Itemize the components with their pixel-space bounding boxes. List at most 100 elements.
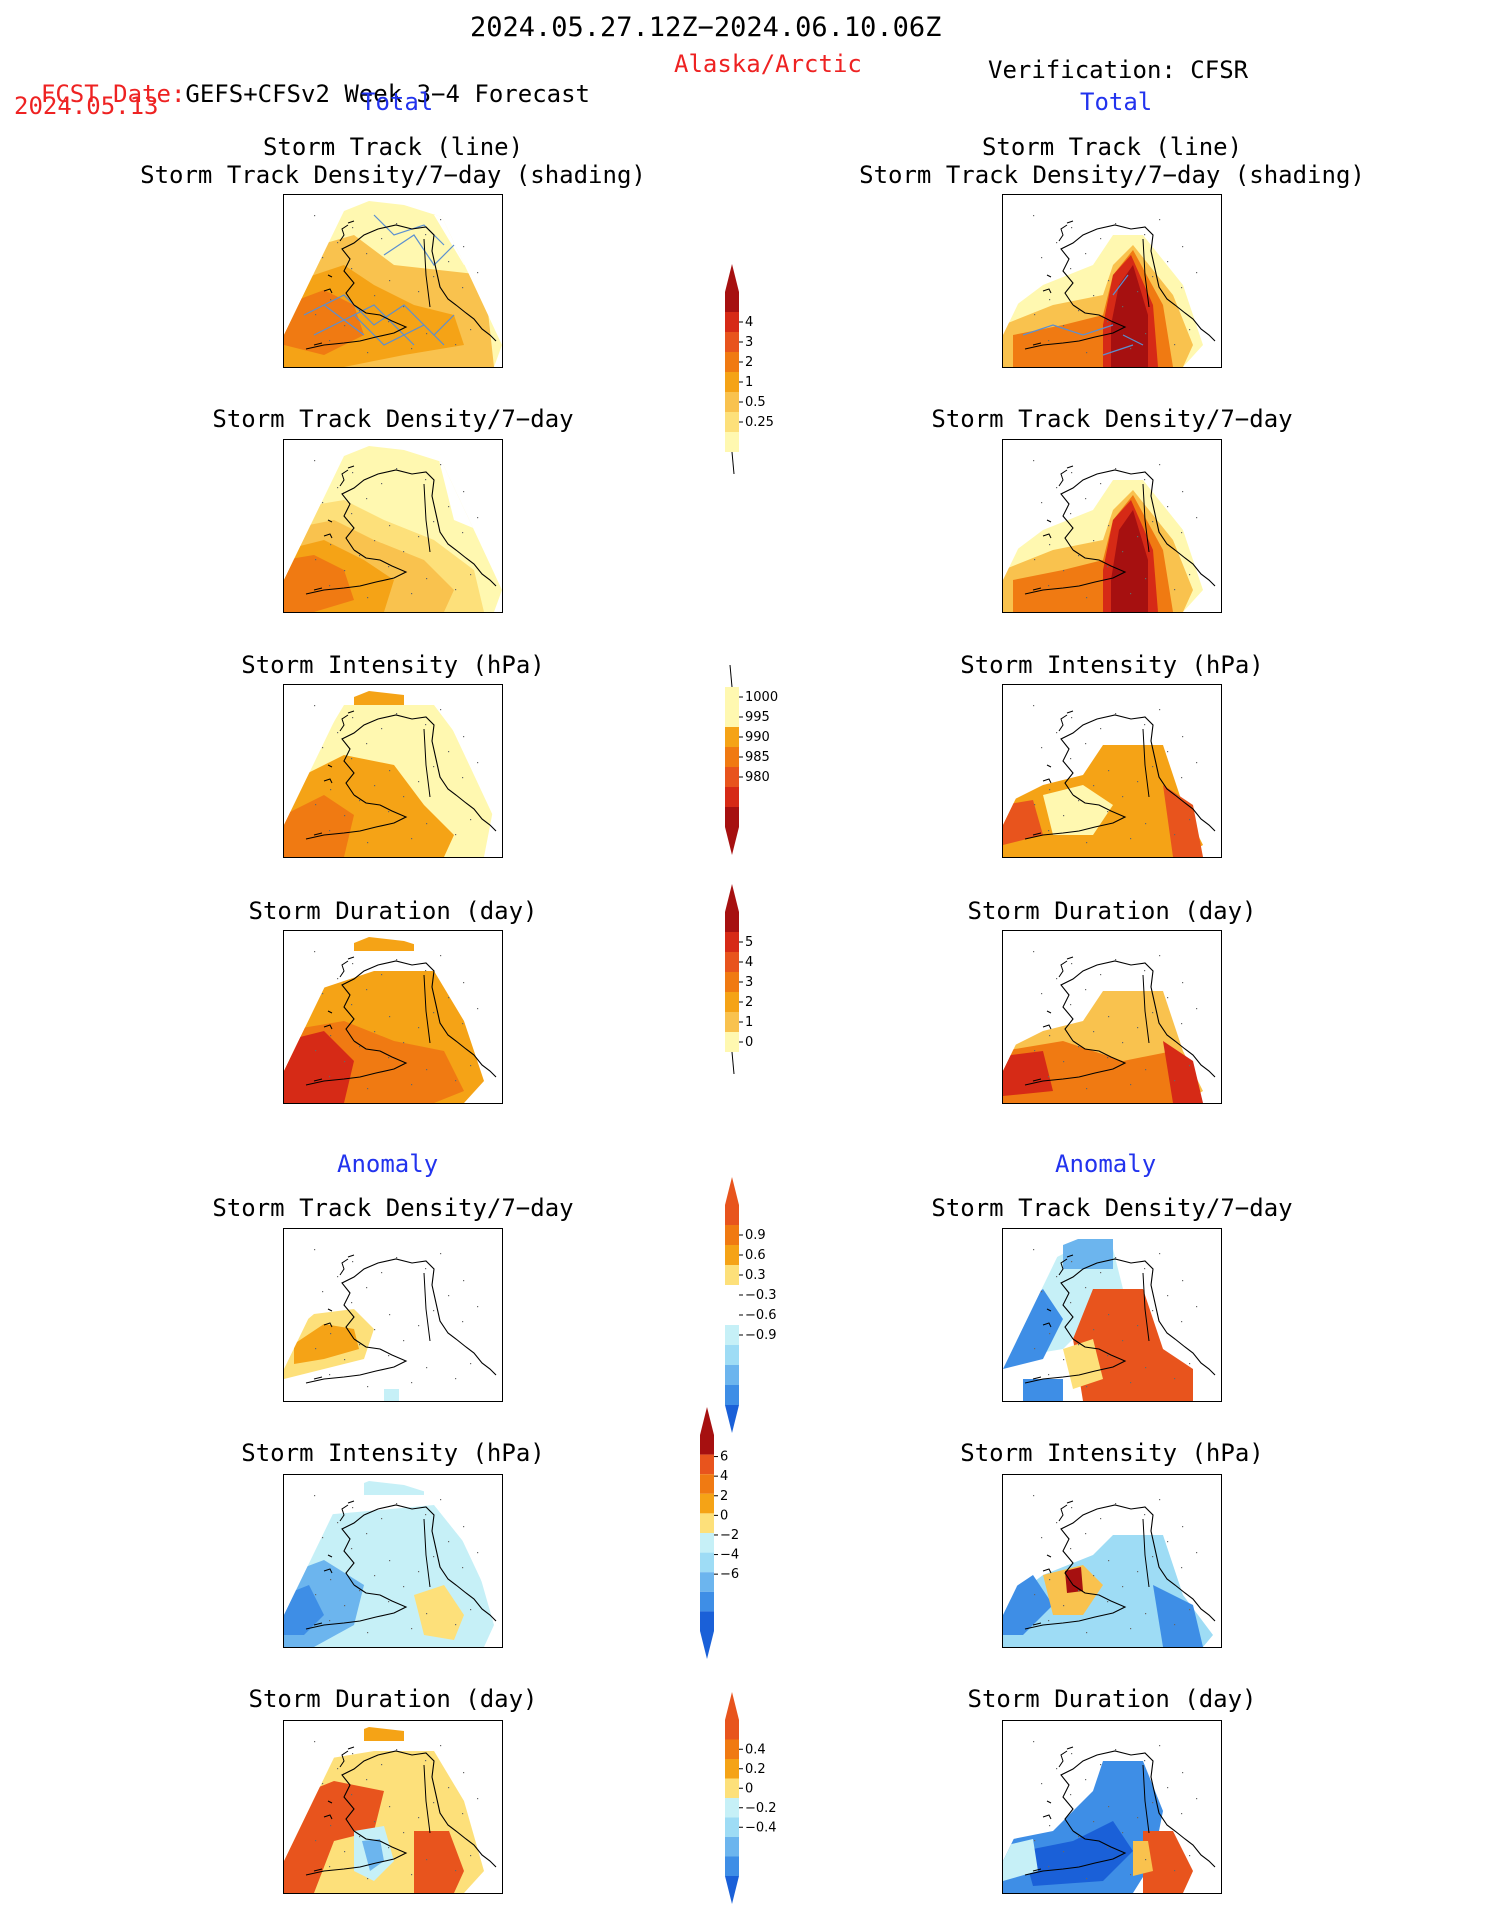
- grid-dot: [448, 751, 450, 753]
- colorbar-swatch: [700, 1493, 714, 1514]
- grid-dot: [1115, 468, 1117, 470]
- grid-dot: [1078, 800, 1080, 802]
- left-title-intensity-anom: Storm Intensity (hPa): [241, 1439, 545, 1467]
- grid-dot: [352, 1507, 354, 1509]
- grid-dot: [1182, 1526, 1184, 1528]
- grid-dot: [374, 1031, 376, 1033]
- grid-dot: [314, 951, 316, 953]
- map-canvas: [284, 1481, 502, 1647]
- colorbar-arrow-top: [700, 1407, 714, 1435]
- grid-dot: [366, 743, 368, 745]
- grid-dot: [411, 1628, 413, 1630]
- grid-dot: [455, 344, 457, 346]
- border-line: [423, 1518, 431, 1588]
- grid-dot: [1049, 1333, 1051, 1335]
- shade-region: [1111, 510, 1148, 612]
- grid-dot: [337, 1276, 339, 1278]
- fcst-date-line: FCST Date:GEFS+CFSv2 Week 3−4 Forecast: [12, 58, 590, 106]
- grid-dot: [1115, 1257, 1117, 1259]
- grid-dot: [1196, 1008, 1198, 1010]
- colorbar-swatch: [725, 1739, 739, 1759]
- grid-dot: [1048, 1620, 1050, 1622]
- colorbar-arrow-bottom: [725, 827, 739, 855]
- grid-dot: [359, 555, 361, 557]
- coastline: [1060, 1504, 1216, 1622]
- colorbar-swatch: [725, 1345, 739, 1365]
- colorbar-swatch: [725, 1798, 739, 1818]
- grid-dot: [359, 1046, 361, 1048]
- grid-dot: [388, 1355, 390, 1357]
- map-canvas: [284, 937, 502, 1103]
- right-title-duration-anom: Storm Duration (day): [967, 1685, 1257, 1713]
- grid-dot: [1189, 1363, 1191, 1365]
- shade-region: [284, 1031, 354, 1103]
- grid-dot: [1130, 1874, 1132, 1876]
- shade-region: [284, 290, 364, 355]
- grid-dot: [366, 989, 368, 991]
- grid-dot: [462, 1567, 464, 1569]
- grid-dot: [329, 1076, 331, 1078]
- colorbar-swatch: [725, 767, 739, 787]
- grid-dot: [1033, 215, 1035, 217]
- grid-dot: [1145, 823, 1147, 825]
- grid-dot: [367, 1386, 369, 1388]
- colorbar-arrow-top: [725, 1177, 739, 1205]
- grid-dot: [374, 295, 376, 297]
- grid-dot: [1107, 811, 1109, 813]
- grid-dot: [1137, 291, 1139, 293]
- grid-dot: [1048, 1374, 1050, 1376]
- grid-dot: [463, 1772, 465, 1774]
- grid-dot: [330, 1579, 332, 1581]
- grid-dot: [403, 1586, 405, 1588]
- colorbar-swatch: [725, 1305, 739, 1325]
- colorbar-swatch: [725, 1325, 739, 1345]
- grid-dot: [463, 982, 465, 984]
- grid-dot: [352, 1753, 354, 1755]
- grid-dot: [1093, 1821, 1095, 1823]
- map-right-track: [1002, 194, 1222, 368]
- colorbar-swatch: [725, 1817, 739, 1837]
- grid-dot: [1181, 777, 1183, 779]
- colorbar-swatch: [700, 1552, 714, 1573]
- grid-dot: [1041, 747, 1043, 749]
- colorbar-tick-label: 4: [745, 955, 753, 970]
- colorbar-tick-label: 3: [745, 335, 753, 350]
- grid-dot: [330, 1035, 332, 1037]
- grid-dot: [1196, 762, 1198, 764]
- grid-dot: [1108, 770, 1110, 772]
- grid-dot: [1159, 1745, 1161, 1747]
- grid-dot: [440, 464, 442, 466]
- grid-dot: [1086, 352, 1088, 354]
- grid-dot: [1167, 1541, 1169, 1543]
- grid-dot: [344, 1851, 346, 1853]
- grid-dot: [1159, 955, 1161, 957]
- colorbar-swatch: [725, 992, 739, 1012]
- grid-dot: [374, 1821, 376, 1823]
- grid-dot: [411, 593, 413, 595]
- shading-layer: [284, 691, 502, 857]
- grid-dot: [1189, 1065, 1191, 1067]
- grid-dot: [1078, 1590, 1080, 1592]
- border-line: [423, 238, 431, 308]
- grid-dot: [351, 1302, 353, 1304]
- map-right-density: [1002, 439, 1222, 613]
- colorbar-arrow-bottom: [725, 1876, 739, 1904]
- grid-dot: [374, 1575, 376, 1577]
- grid-dot: [381, 974, 383, 976]
- colorbar-tick-label: 0.25: [745, 415, 774, 430]
- grid-dot: [359, 1836, 361, 1838]
- grid-dot: [426, 1613, 428, 1615]
- grid-dot: [463, 736, 465, 738]
- grid-dot: [329, 830, 331, 832]
- colorbar-tick-label: 2: [745, 355, 753, 370]
- map-right-density-anom: [1002, 1228, 1222, 1402]
- left-title-track: Storm Track (line) Storm Track Density/7−…: [140, 133, 646, 189]
- grid-dot: [411, 1382, 413, 1384]
- grid-dot: [366, 1779, 368, 1781]
- grid-dot: [388, 566, 390, 568]
- coastline: [341, 224, 497, 342]
- border-line: [423, 974, 431, 1044]
- grid-dot: [462, 287, 464, 289]
- grid-dot: [1159, 709, 1161, 711]
- grid-dot: [403, 306, 405, 308]
